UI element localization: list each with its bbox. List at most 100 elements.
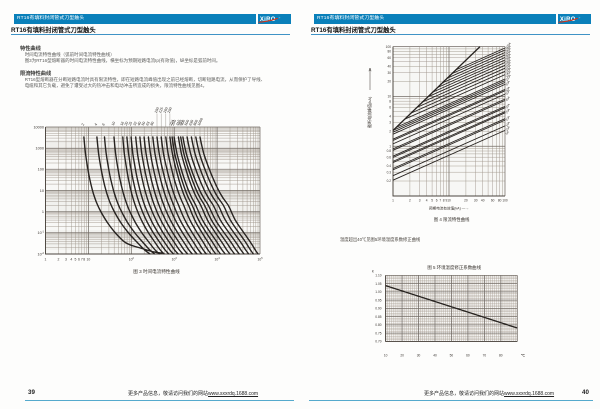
svg-text:63A: 63A: [505, 86, 511, 93]
svg-text:0.85: 0.85: [375, 315, 381, 319]
svg-text:8: 8: [389, 99, 391, 103]
svg-text:103: 103: [172, 257, 178, 261]
svg-text:30: 30: [474, 199, 478, 203]
svg-text:63: 63: [145, 121, 150, 126]
svg-text:2: 2: [409, 199, 411, 203]
svg-text:XiRO: XiRO: [560, 17, 576, 23]
svg-text:6: 6: [389, 106, 391, 110]
svg-text:20: 20: [400, 354, 404, 358]
svg-text:3: 3: [419, 199, 421, 203]
svg-text:25: 25: [128, 121, 133, 126]
svg-text:80: 80: [499, 354, 503, 358]
svg-text:1.00: 1.00: [375, 290, 381, 294]
svg-text:0.90: 0.90: [375, 307, 381, 311]
svg-text:6: 6: [101, 123, 105, 127]
svg-text:80: 80: [387, 50, 391, 54]
svg-text:70: 70: [483, 354, 487, 358]
svg-text:224A: 224A: [505, 61, 512, 69]
svg-text:500A: 500A: [505, 44, 512, 52]
svg-text:7: 7: [439, 199, 441, 203]
svg-text:630: 630: [188, 119, 194, 126]
svg-text:800: 800: [193, 119, 199, 126]
svg-text:16: 16: [120, 121, 125, 126]
svg-text:图 4 限流特性曲线: 图 4 限流特性曲线: [434, 216, 470, 223]
svg-text:100: 100: [386, 45, 392, 49]
svg-text:400A: 400A: [505, 50, 512, 58]
svg-text:10: 10: [387, 95, 391, 99]
svg-text:预期电流有效值(kA) —→: 预期电流有效值(kA) —→: [429, 206, 469, 211]
svg-text:4: 4: [70, 258, 72, 262]
svg-text:0.2: 0.2: [387, 179, 392, 183]
svg-text:5: 5: [75, 258, 77, 262]
svg-text:355: 355: [178, 119, 184, 126]
svg-text:500: 500: [184, 119, 190, 126]
svg-text:32A: 32A: [505, 103, 511, 110]
svg-text:4: 4: [426, 199, 428, 203]
svg-text:100: 100: [502, 199, 508, 203]
svg-text:30: 30: [417, 354, 421, 358]
svg-text:1: 1: [389, 144, 391, 148]
svg-text:20: 20: [387, 80, 391, 84]
svg-text:315: 315: [175, 119, 181, 126]
svg-text:1: 1: [45, 258, 47, 262]
svg-text:10: 10: [87, 258, 91, 262]
svg-text:32: 32: [133, 121, 138, 126]
svg-text:102: 102: [129, 257, 135, 261]
svg-text:40: 40: [481, 199, 485, 203]
svg-text:2: 2: [57, 258, 59, 262]
svg-text:160A: 160A: [505, 67, 512, 75]
svg-text:60: 60: [387, 56, 391, 60]
svg-text:4: 4: [94, 123, 98, 127]
svg-text:®: ®: [279, 16, 281, 19]
svg-text:9: 9: [446, 199, 448, 203]
svg-text:20A: 20A: [505, 115, 511, 122]
svg-text:10000: 10000: [33, 125, 44, 129]
svg-text:10: 10: [384, 354, 388, 358]
svg-text:6A: 6A: [505, 130, 510, 135]
svg-text:125A: 125A: [505, 70, 512, 78]
svg-text:3: 3: [65, 258, 67, 262]
svg-text:3: 3: [389, 121, 391, 125]
svg-text:80A: 80A: [505, 80, 511, 87]
svg-text:50: 50: [141, 121, 146, 126]
svg-text:224: 224: [169, 119, 175, 126]
svg-text:0.8: 0.8: [387, 149, 392, 153]
svg-text:100: 100: [154, 107, 160, 114]
svg-text:6: 6: [436, 199, 438, 203]
svg-text:4: 4: [389, 114, 391, 118]
svg-text:160: 160: [163, 107, 169, 114]
svg-text:50: 50: [450, 354, 454, 358]
svg-text:1.10: 1.10: [375, 274, 381, 278]
svg-text:0.6: 0.6: [387, 155, 392, 159]
svg-text:400: 400: [180, 119, 186, 126]
svg-text:图 5 环境温度修正系数曲线: 图 5 环境温度修正系数曲线: [427, 264, 481, 271]
svg-text:315A: 315A: [505, 56, 512, 64]
svg-text:0.3: 0.3: [387, 170, 392, 174]
svg-text:60: 60: [491, 199, 495, 203]
svg-text:图 3 时间电流特性曲线: 图 3 时间电流特性曲线: [133, 268, 180, 275]
svg-text:100A: 100A: [505, 74, 512, 82]
svg-text:5: 5: [431, 199, 433, 203]
svg-text:6: 6: [78, 258, 80, 262]
svg-text:10: 10: [447, 199, 451, 203]
svg-text:80: 80: [498, 199, 502, 203]
svg-text:100: 100: [38, 168, 44, 172]
svg-text:10: 10: [40, 189, 44, 193]
svg-text:20: 20: [124, 121, 129, 126]
svg-text:80: 80: [150, 121, 155, 126]
svg-text:2: 2: [81, 123, 85, 127]
svg-text:10: 10: [111, 121, 116, 126]
svg-text:60: 60: [466, 354, 470, 358]
svg-text:250A: 250A: [505, 58, 512, 66]
svg-text:20: 20: [464, 199, 468, 203]
svg-text:40: 40: [137, 121, 142, 126]
svg-text:40: 40: [433, 354, 437, 358]
svg-text:16A: 16A: [505, 121, 511, 128]
svg-text:105: 105: [257, 257, 263, 261]
svg-text:1000: 1000: [197, 117, 204, 126]
svg-text:0.4: 0.4: [387, 164, 392, 168]
svg-text:XiRO: XiRO: [260, 17, 276, 23]
svg-text:1000: 1000: [36, 147, 44, 151]
svg-text:®: ®: [579, 16, 581, 19]
svg-text:0.80: 0.80: [375, 323, 381, 327]
